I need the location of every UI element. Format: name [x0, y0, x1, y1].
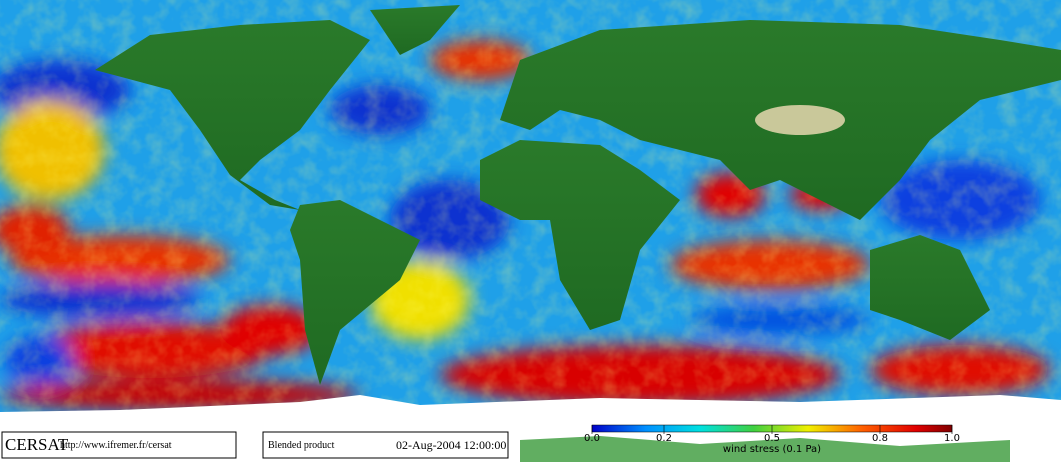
north-america — [95, 20, 370, 210]
url: http://www.ifremer.fr/cersat — [60, 440, 172, 451]
info-box-right: Blended product 02-Aug-2004 12:00:00 — [262, 431, 509, 459]
colorbar-tick-label: 0.2 — [656, 433, 672, 444]
colorbar-tick-label: 0.8 — [872, 433, 888, 444]
logo: CERSAT — [5, 435, 69, 454]
south-america — [290, 200, 420, 385]
footer-land — [520, 436, 1010, 462]
colorbar-tick-label: 1.0 — [944, 433, 960, 444]
box — [1, 431, 237, 459]
box — [262, 431, 509, 459]
greenland — [370, 5, 460, 55]
colorbar: wind stress (0.1 Pa) 0.0 0.2 0.5 0.8 1.0 — [584, 424, 960, 455]
antarctica — [0, 395, 1061, 420]
product: Blended product — [268, 440, 335, 451]
australia — [870, 235, 990, 340]
colorbar-tick-label: 0.5 — [764, 433, 780, 444]
date: 02-Aug-2004 12:00:00 — [396, 438, 506, 452]
africa — [480, 140, 680, 330]
colorbar-label: wind stress (0.1 Pa) — [723, 444, 821, 455]
tibet — [755, 105, 845, 135]
continents — [95, 5, 1061, 385]
info-box-left: CERSAT http://www.ifremer.fr/cersat — [1, 431, 237, 459]
colorbar-tick-label: 0.0 — [584, 433, 600, 444]
